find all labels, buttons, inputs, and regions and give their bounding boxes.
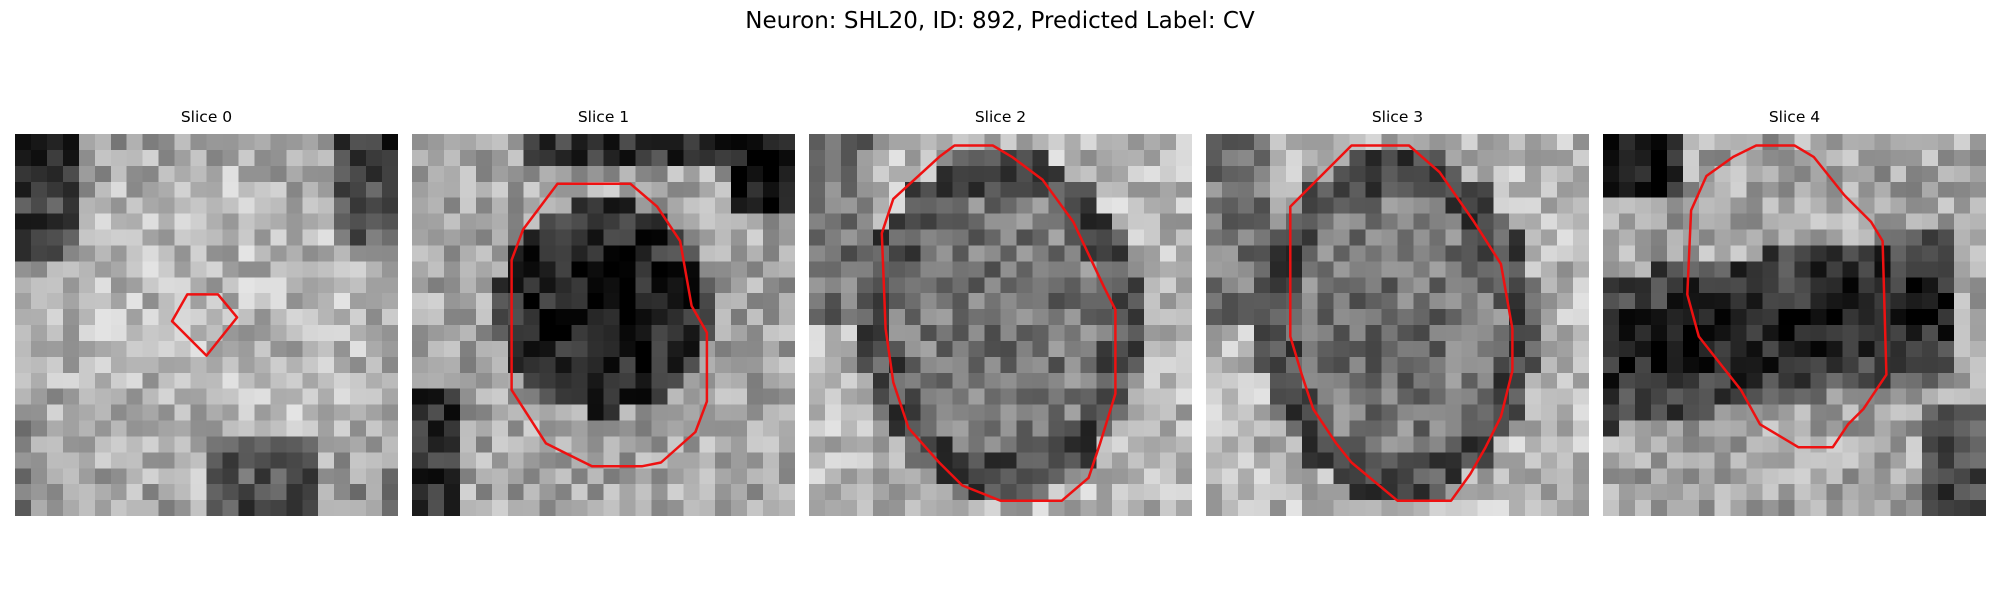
slice-panel-4: Slice 4 [1603, 108, 1986, 516]
slice-image [1603, 134, 1986, 516]
slice-panel-2: Slice 2 [809, 108, 1192, 516]
slice-image [1206, 134, 1589, 516]
slice-image [15, 134, 398, 516]
contour-overlay [1289, 144, 1514, 502]
figure-title: Neuron: SHL20, ID: 892, Predicted Label:… [745, 8, 1255, 34]
slice-title: Slice 1 [577, 108, 630, 126]
contour-overlay [1686, 144, 1888, 449]
slice-title: Slice 0 [180, 108, 233, 126]
slice-title: Slice 3 [1371, 108, 1424, 126]
slice-title: Slice 4 [1768, 108, 1821, 126]
slice-panel-1: Slice 1 [412, 108, 795, 516]
contour-line [880, 144, 1117, 502]
contour-line [510, 182, 709, 468]
contour-overlay [880, 144, 1117, 502]
slice-image [809, 134, 1192, 516]
contour-overlay [170, 293, 239, 357]
contour-line [170, 293, 239, 357]
contour-overlay [510, 182, 709, 468]
contour-line [1289, 144, 1514, 502]
slice-image [412, 134, 795, 516]
slice-panel-0: Slice 0 [15, 108, 398, 516]
slice-panel-3: Slice 3 [1206, 108, 1589, 516]
slice-title: Slice 2 [974, 108, 1027, 126]
contour-line [1686, 144, 1888, 449]
